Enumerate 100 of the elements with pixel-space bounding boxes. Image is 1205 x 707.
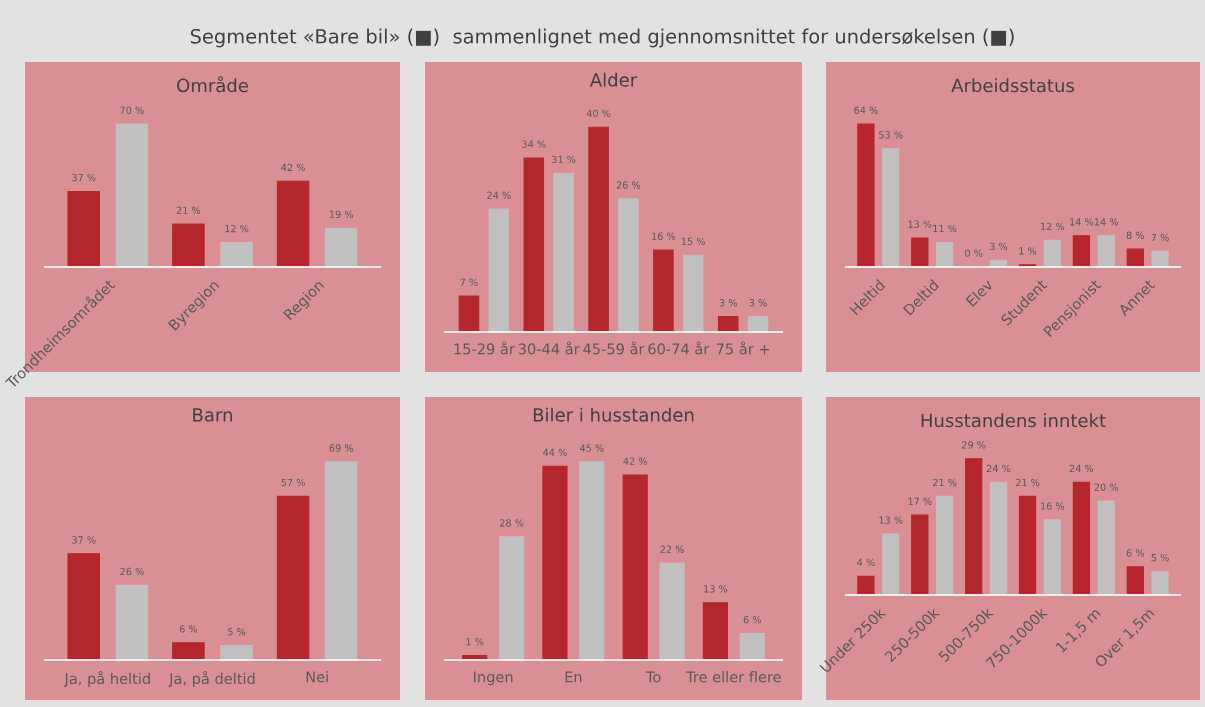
chart-title: Arbeidsstatus xyxy=(951,78,1074,93)
bar xyxy=(857,575,875,595)
data-label: 57 % xyxy=(281,478,305,487)
data-label: 22 % xyxy=(660,545,684,553)
data-label: 31 % xyxy=(551,155,576,164)
data-label: 12 % xyxy=(225,224,249,233)
data-label: 26 % xyxy=(120,567,144,576)
bar xyxy=(989,481,1008,595)
bar xyxy=(682,254,704,332)
bar xyxy=(1151,570,1169,595)
data-label: 13 % xyxy=(879,516,903,524)
chart-title: Område xyxy=(177,76,248,93)
bar xyxy=(857,123,875,267)
data-label: 0 % xyxy=(965,249,983,257)
bar xyxy=(1018,495,1037,595)
bar xyxy=(1072,481,1091,595)
data-label: 21 % xyxy=(176,206,201,214)
x-tick-label: En xyxy=(565,671,582,683)
bar xyxy=(747,316,769,332)
data-label: 16 % xyxy=(1041,502,1065,510)
chart-title: Biler i husstanden xyxy=(533,407,694,422)
bar xyxy=(172,223,205,267)
data-label: 21 % xyxy=(1015,478,1040,487)
bar xyxy=(622,474,648,660)
data-label: 20 % xyxy=(1094,483,1119,491)
bar xyxy=(965,458,983,595)
bar xyxy=(1097,235,1115,267)
data-label: 16 % xyxy=(652,232,676,240)
data-label: 1 % xyxy=(1019,247,1037,255)
bar xyxy=(1126,566,1144,595)
bar xyxy=(276,180,310,267)
bar xyxy=(1151,250,1169,267)
data-label: 7 % xyxy=(460,278,478,286)
data-label: 21 % xyxy=(932,478,957,487)
chart-title: Alder xyxy=(589,72,638,87)
bar xyxy=(1043,239,1061,267)
data-label: 19 % xyxy=(329,210,354,219)
data-label: 64 % xyxy=(854,106,878,114)
x-tick-label: 75 år + xyxy=(716,341,770,355)
bar xyxy=(115,123,149,267)
x-tick-label: Nei xyxy=(306,671,328,683)
x-tick-label: 60-74 år xyxy=(648,341,710,355)
data-label: 3 % xyxy=(719,299,737,307)
data-label: 4 % xyxy=(857,558,875,566)
bar xyxy=(220,645,253,660)
data-label: 53 % xyxy=(879,131,903,139)
bar xyxy=(702,602,728,660)
data-label: 8 % xyxy=(1126,231,1145,239)
data-label: 70 % xyxy=(120,106,144,114)
data-label: 6 % xyxy=(743,616,762,624)
x-tick-label: Ja, på deltid xyxy=(168,671,255,687)
x-tick-label: 45-59 år xyxy=(583,341,645,355)
data-label: 28 % xyxy=(499,519,524,527)
data-label: 11 % xyxy=(933,224,957,233)
bar xyxy=(882,533,900,595)
bar xyxy=(553,172,574,332)
x-tick-label: Ingen xyxy=(474,671,513,686)
bar xyxy=(653,249,674,332)
bar xyxy=(911,237,929,267)
data-label: 69 % xyxy=(329,444,354,452)
chart-title: Barn xyxy=(193,408,232,422)
data-label: 24 % xyxy=(986,464,1011,473)
bar xyxy=(542,465,568,660)
bar xyxy=(488,208,510,332)
bar xyxy=(739,633,765,660)
data-label: 13 % xyxy=(908,220,932,228)
data-label: 24 % xyxy=(487,191,511,199)
data-label: 3 % xyxy=(989,242,1008,251)
bar xyxy=(458,295,480,332)
data-label: 15 % xyxy=(681,237,706,245)
bar xyxy=(579,461,605,660)
bar xyxy=(172,642,205,660)
bar xyxy=(935,495,954,595)
data-label: 12 % xyxy=(1041,222,1065,230)
data-label: 24 % xyxy=(1069,464,1094,473)
bar xyxy=(911,514,929,595)
data-label: 44 % xyxy=(543,448,567,457)
data-label: 1 % xyxy=(466,638,484,646)
x-tick-label: Ja, på heltid xyxy=(63,671,150,687)
x-tick-label: 15-29 år xyxy=(454,341,515,355)
data-label: 14 % xyxy=(1094,218,1119,226)
bar xyxy=(220,241,253,267)
x-tick-label: To xyxy=(645,671,661,683)
bar xyxy=(1043,519,1061,595)
data-label: 42 % xyxy=(623,457,647,465)
data-label: 26 % xyxy=(616,181,641,189)
data-label: 5 % xyxy=(228,628,246,636)
x-tick-label: Tre eller flere xyxy=(686,671,781,683)
bar xyxy=(325,461,358,660)
x-tick-label: 30-44 år xyxy=(518,341,580,355)
data-label: 5 % xyxy=(1151,553,1169,562)
bar xyxy=(325,227,358,267)
bar xyxy=(67,553,100,660)
data-label: 3 % xyxy=(749,299,767,307)
data-label: 45 % xyxy=(579,444,604,452)
bar xyxy=(499,536,525,660)
chart-title: Husstandens inntekt xyxy=(921,413,1106,428)
data-label: 17 % xyxy=(908,497,932,505)
bar xyxy=(618,198,639,332)
data-label: 37 % xyxy=(72,536,96,544)
